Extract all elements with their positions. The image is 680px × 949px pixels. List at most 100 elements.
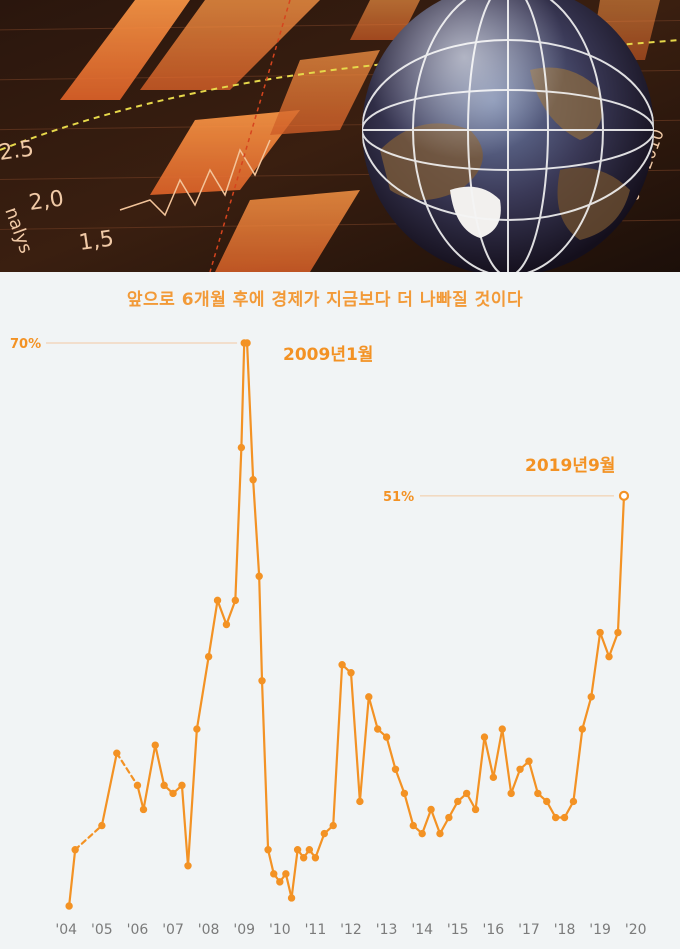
data-point bbox=[193, 725, 201, 733]
series-line-segment bbox=[590, 631, 602, 698]
series-line-segment bbox=[385, 735, 397, 771]
x-tick-label: '07 bbox=[162, 922, 184, 938]
data-point bbox=[184, 862, 192, 870]
data-point bbox=[329, 821, 337, 830]
series-line-segment bbox=[607, 631, 620, 658]
series-line-segment bbox=[510, 768, 522, 795]
series-line-segment bbox=[136, 784, 145, 811]
data-point bbox=[427, 805, 435, 814]
series-line-segment bbox=[483, 735, 495, 779]
data-point bbox=[605, 652, 613, 661]
annotation-title: 2009년1월 bbox=[283, 345, 373, 365]
data-point bbox=[270, 870, 278, 878]
data-point bbox=[587, 693, 595, 701]
series-line-segment bbox=[290, 848, 299, 900]
data-point bbox=[237, 443, 246, 452]
series-line-segment bbox=[186, 727, 198, 867]
data-point bbox=[276, 878, 284, 886]
series-line-segment bbox=[284, 872, 293, 900]
series-line-segment bbox=[501, 727, 513, 795]
x-tick-label: '10 bbox=[269, 922, 291, 938]
x-tick-label: '17 bbox=[518, 922, 540, 938]
data-point bbox=[551, 813, 560, 822]
data-point bbox=[347, 669, 355, 677]
value-label: 51% bbox=[383, 490, 414, 505]
data-point bbox=[178, 781, 186, 790]
series-line-segment bbox=[421, 808, 433, 835]
data-point bbox=[255, 572, 263, 580]
data-point bbox=[391, 765, 400, 773]
data-point bbox=[311, 854, 320, 862]
data-point bbox=[471, 805, 480, 814]
data-point bbox=[320, 829, 329, 838]
series-line-segment bbox=[142, 744, 157, 811]
series-line-segment bbox=[260, 679, 270, 851]
series-line-segment bbox=[616, 494, 626, 634]
data-point bbox=[287, 894, 296, 902]
hero-tick-3: 1,5 bbox=[77, 226, 115, 256]
series-line-segment bbox=[74, 824, 103, 851]
data-point bbox=[258, 677, 266, 685]
data-point bbox=[264, 846, 272, 854]
data-point bbox=[516, 765, 524, 773]
hero-image: 2.5 2,0 1,5 nalys 2010 18 bbox=[0, 0, 680, 272]
data-point bbox=[356, 797, 364, 806]
data-point bbox=[151, 741, 159, 749]
series-line-segment bbox=[154, 744, 166, 787]
data-point bbox=[614, 628, 622, 637]
series-line-segment bbox=[258, 575, 264, 682]
data-point bbox=[560, 813, 569, 822]
series-line-segment bbox=[527, 760, 539, 795]
data-point bbox=[409, 821, 417, 830]
x-tick-label: '19 bbox=[589, 922, 611, 938]
series-line-segment bbox=[195, 655, 210, 731]
data-point bbox=[578, 725, 587, 733]
series-line-segment bbox=[234, 446, 243, 602]
series-line-segment bbox=[245, 341, 255, 481]
data-point bbox=[365, 693, 373, 701]
data-point bbox=[462, 789, 471, 798]
series-line-segment bbox=[358, 695, 370, 803]
data-point bbox=[293, 846, 302, 854]
x-tick-label: '13 bbox=[376, 922, 398, 938]
data-point bbox=[113, 749, 121, 757]
series-line-segment bbox=[474, 735, 486, 811]
data-point bbox=[160, 781, 168, 790]
x-tick-label: '08 bbox=[198, 922, 220, 938]
x-tick-label: '16 bbox=[483, 922, 505, 938]
x-tick-label: '12 bbox=[340, 922, 362, 938]
data-point bbox=[498, 725, 506, 733]
series-line-segment bbox=[394, 768, 406, 795]
data-point bbox=[534, 789, 542, 798]
series-line-segment bbox=[429, 808, 442, 835]
series-line-segment bbox=[403, 792, 415, 827]
data-point bbox=[400, 789, 409, 798]
data-point bbox=[222, 620, 231, 629]
series-line-segment bbox=[332, 663, 344, 827]
series-line-segment bbox=[100, 752, 118, 827]
data-point bbox=[139, 805, 148, 814]
data-point bbox=[618, 490, 630, 501]
data-point bbox=[489, 773, 498, 782]
series-line-segment bbox=[581, 695, 593, 731]
chart-title: 앞으로 6개월 후에 경제가 지금보다 더 나빠질 것이다 bbox=[126, 290, 524, 310]
data-point bbox=[213, 596, 222, 605]
x-tick-label: '18 bbox=[554, 922, 576, 938]
hero-tick-1: 2.5 bbox=[0, 136, 35, 166]
x-tick-label: '06 bbox=[127, 922, 149, 938]
data-point bbox=[480, 733, 489, 741]
data-point bbox=[299, 854, 308, 862]
series-line-segment bbox=[252, 478, 261, 578]
data-point bbox=[338, 661, 346, 669]
data-point bbox=[282, 870, 290, 878]
series-line-segment bbox=[180, 784, 190, 867]
series-line-segment bbox=[68, 848, 77, 908]
data-point bbox=[525, 757, 533, 765]
data-point bbox=[305, 846, 314, 854]
line-chart: 70% 2009년1월 51% 2019년9월 '04 '05 '06 '07 '08 '09 '… bbox=[10, 337, 647, 938]
annotation-title: 2019년9월 bbox=[525, 456, 615, 476]
data-point bbox=[133, 781, 142, 790]
series-line-segment bbox=[367, 695, 379, 731]
series-line-segment bbox=[599, 631, 611, 658]
data-point bbox=[596, 628, 604, 637]
